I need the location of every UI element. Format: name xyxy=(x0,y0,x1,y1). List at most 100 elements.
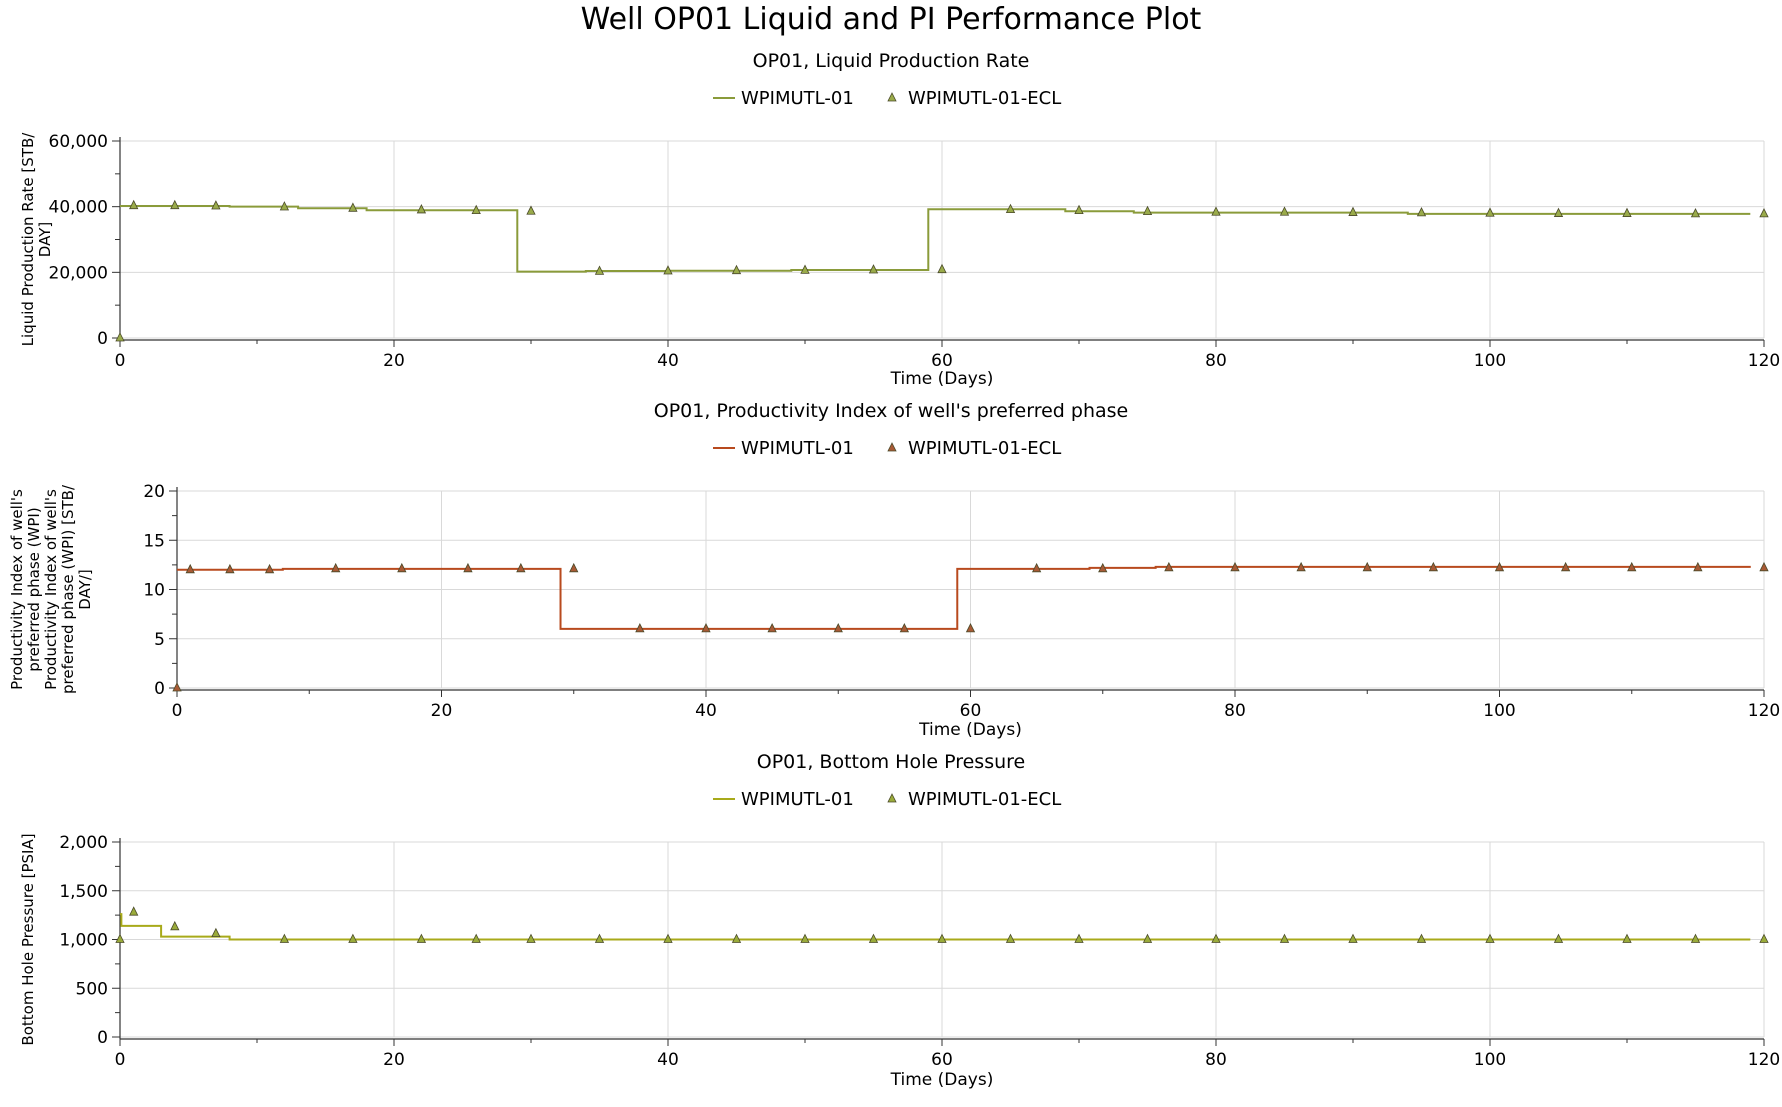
data-point xyxy=(463,562,473,573)
y-tick-label: 5 xyxy=(154,630,165,650)
data-point xyxy=(937,263,947,274)
data-point xyxy=(331,562,341,573)
data-point xyxy=(1074,204,1084,215)
x-tick-label: 100 xyxy=(1483,701,1515,721)
series-markers-wpimutl-01-ecl xyxy=(172,561,1769,692)
data-point xyxy=(1690,933,1701,943)
data-point xyxy=(1005,933,1016,943)
data-point xyxy=(1553,933,1564,943)
data-point xyxy=(211,927,221,938)
data-point xyxy=(1211,933,1221,943)
y-tick-label: 0 xyxy=(97,329,108,349)
data-point xyxy=(172,682,182,692)
x-axis-label: Time (Days) xyxy=(890,369,994,389)
chart-1: OP01, Liquid Production Rate WPIMUTL-01 WP… xyxy=(19,50,1780,389)
data-point xyxy=(663,933,673,943)
data-point xyxy=(569,562,579,573)
data-point xyxy=(701,623,711,633)
chart-title: OP01, Liquid Production Rate xyxy=(753,50,1030,72)
data-point xyxy=(1142,933,1153,943)
data-point xyxy=(731,264,742,275)
y-tick-label: 40,000 xyxy=(49,198,108,218)
series-markers-wpimutl-01-ecl xyxy=(115,906,1769,943)
data-point xyxy=(129,906,139,916)
x-tick-label: 80 xyxy=(1224,701,1246,721)
figure-title: Well OP01 Liquid and PI Performance Plot xyxy=(580,2,1202,37)
data-point xyxy=(1279,206,1290,216)
data-point xyxy=(1296,561,1306,572)
legend-marker-swatch xyxy=(887,442,897,452)
gridlines xyxy=(177,490,1765,689)
y-axis-label-line: Productivity Index of well's xyxy=(8,489,26,690)
legend-marker-swatch xyxy=(887,793,897,803)
chart-2: OP01, Productivity Index of well's prefe… xyxy=(8,400,1780,740)
data-point xyxy=(1690,207,1701,218)
y-axis-label-line: preferred phase (WPI) xyxy=(25,507,43,671)
x-tick-label: 40 xyxy=(657,1050,679,1070)
data-point xyxy=(185,563,195,574)
data-point xyxy=(1279,933,1290,943)
data-point xyxy=(211,200,221,210)
data-point xyxy=(1622,933,1632,943)
x-tick-label: 120 xyxy=(1748,1050,1780,1070)
x-tick-label: 0 xyxy=(172,701,183,721)
x-tick-label: 20 xyxy=(383,1050,405,1070)
data-point xyxy=(1348,933,1358,943)
data-point xyxy=(1622,207,1632,217)
data-point xyxy=(115,933,125,943)
data-point xyxy=(800,264,810,274)
data-point xyxy=(471,204,481,215)
data-point xyxy=(516,562,526,573)
x-tick-label: 40 xyxy=(695,701,717,721)
x-tick-label: 100 xyxy=(1474,351,1506,371)
y-axis-label: Liquid Production Rate [STB/DAY] xyxy=(19,132,54,347)
data-point xyxy=(129,199,139,210)
data-point xyxy=(1031,562,1042,573)
data-point xyxy=(526,205,536,215)
data-point xyxy=(899,623,910,633)
y-axis-label-line: Bottom Hole Pressure [PSIA] xyxy=(19,833,37,1045)
data-point xyxy=(868,264,879,274)
x-tick-label: 60 xyxy=(931,351,953,371)
data-point xyxy=(594,265,605,275)
x-tick-label: 0 xyxy=(115,351,126,371)
data-point xyxy=(115,332,125,342)
data-point xyxy=(1560,561,1571,572)
legend: WPIMUTL-01 WPIMUTL-01-ECL xyxy=(713,438,1061,459)
series-markers-wpimutl-01-ecl xyxy=(115,199,1769,342)
legend: WPIMUTL-01 WPIMUTL-01-ECL xyxy=(713,88,1061,109)
chart-title: OP01, Productivity Index of well's prefe… xyxy=(654,400,1129,422)
y-tick-label: 1,000 xyxy=(59,931,108,951)
series-line-wpimutl-01 xyxy=(120,205,1751,273)
data-point xyxy=(868,933,879,943)
x-tick-label: 60 xyxy=(931,1050,953,1070)
data-point xyxy=(471,933,481,943)
data-point xyxy=(1074,933,1084,943)
data-point xyxy=(1142,205,1153,215)
data-point xyxy=(594,933,605,943)
legend-label: WPIMUTL-01-ECL xyxy=(908,438,1061,459)
data-point xyxy=(1627,561,1637,572)
data-point xyxy=(1693,561,1703,572)
data-point xyxy=(1164,561,1174,572)
data-point xyxy=(731,933,742,943)
data-point xyxy=(800,933,810,943)
data-point xyxy=(1553,207,1564,217)
data-point xyxy=(635,623,645,633)
y-tick-label: 500 xyxy=(76,979,108,999)
data-point xyxy=(1759,207,1769,218)
data-point xyxy=(279,933,290,943)
y-tick-label: 0 xyxy=(97,1028,108,1048)
data-point xyxy=(1494,561,1505,572)
data-point xyxy=(833,623,843,633)
data-point xyxy=(1416,207,1427,217)
x-tick-label: 120 xyxy=(1748,351,1780,371)
legend-marker-swatch xyxy=(887,92,897,102)
y-tick-label: 0 xyxy=(154,679,165,699)
data-point xyxy=(1759,561,1769,572)
data-point xyxy=(526,933,536,943)
x-tick-label: 40 xyxy=(657,351,679,371)
data-point xyxy=(397,562,407,573)
